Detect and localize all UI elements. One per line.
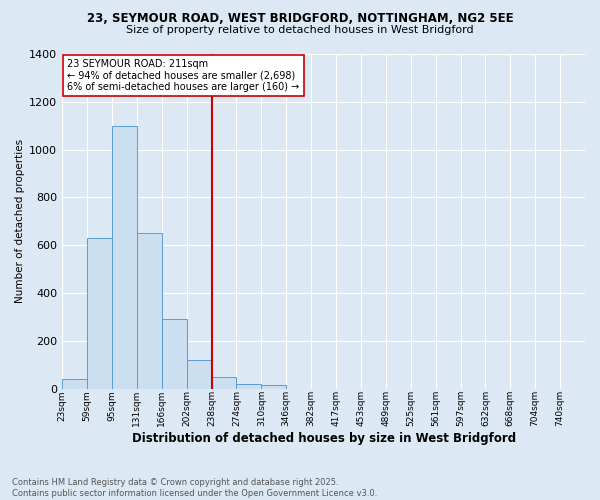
Bar <box>262 385 286 388</box>
Text: Size of property relative to detached houses in West Bridgford: Size of property relative to detached ho… <box>126 25 474 35</box>
Text: Contains HM Land Registry data © Crown copyright and database right 2025.
Contai: Contains HM Land Registry data © Crown c… <box>12 478 377 498</box>
Bar <box>162 320 187 388</box>
Bar <box>87 238 112 388</box>
Bar <box>137 234 162 388</box>
Bar <box>236 384 262 388</box>
Bar <box>187 360 212 388</box>
Text: 23 SEYMOUR ROAD: 211sqm
← 94% of detached houses are smaller (2,698)
6% of semi-: 23 SEYMOUR ROAD: 211sqm ← 94% of detache… <box>67 59 299 92</box>
Bar <box>212 376 236 388</box>
Text: 23, SEYMOUR ROAD, WEST BRIDGFORD, NOTTINGHAM, NG2 5EE: 23, SEYMOUR ROAD, WEST BRIDGFORD, NOTTIN… <box>86 12 514 26</box>
X-axis label: Distribution of detached houses by size in West Bridgford: Distribution of detached houses by size … <box>131 432 515 445</box>
Bar <box>62 379 87 388</box>
Bar <box>112 126 137 388</box>
Y-axis label: Number of detached properties: Number of detached properties <box>15 140 25 304</box>
